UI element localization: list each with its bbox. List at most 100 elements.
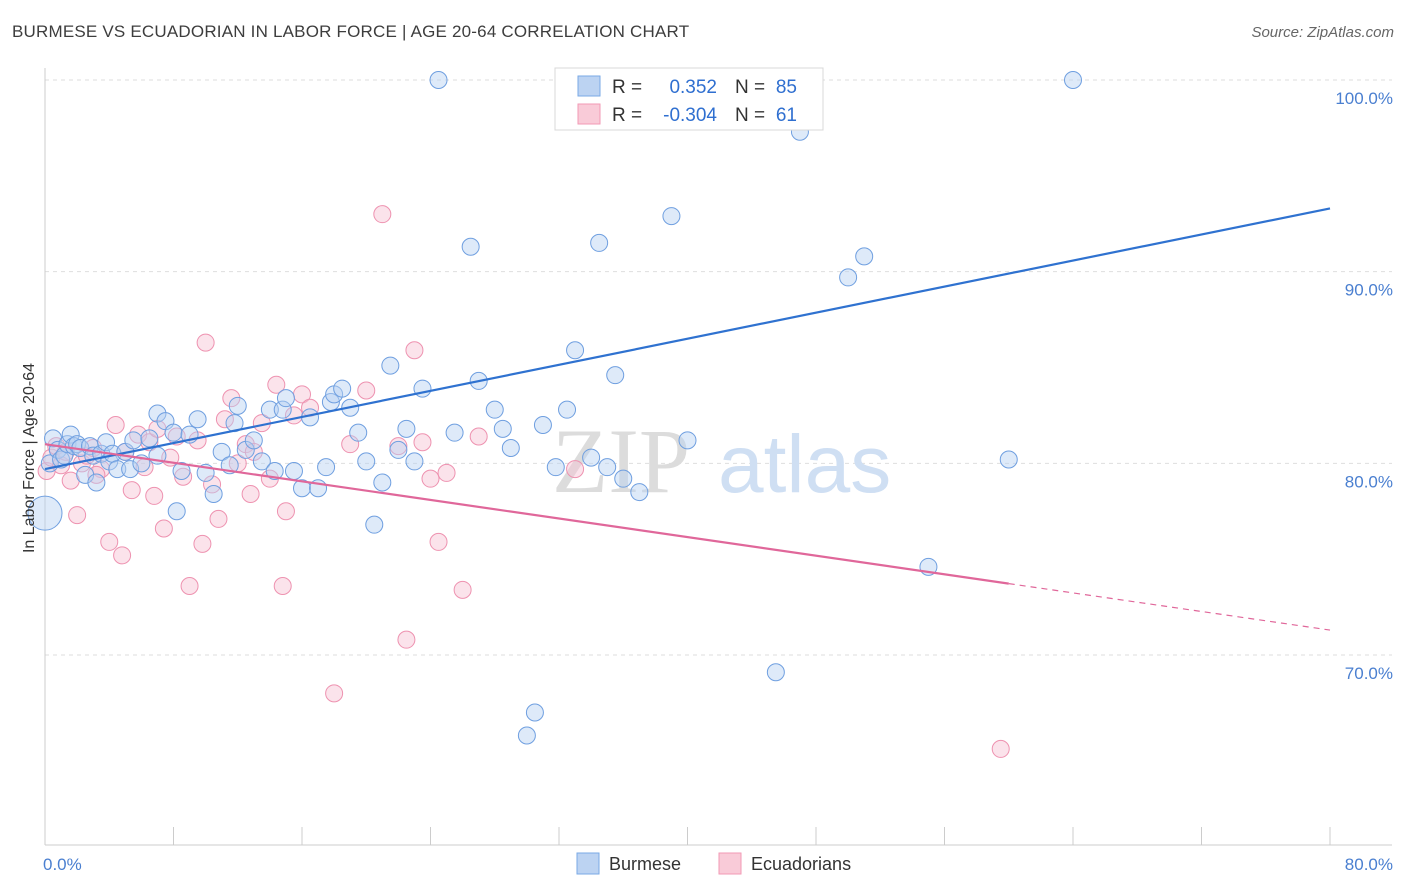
y-axis-label: In Labor Force | Age 20-64	[21, 363, 38, 553]
burmese-point	[204, 485, 223, 503]
burmese-point	[228, 396, 247, 415]
bottom-legend: Burmese Ecuadorians	[576, 852, 851, 875]
burmese-point	[461, 237, 480, 256]
burmese-point	[124, 431, 143, 450]
burmese-point	[276, 389, 295, 408]
legend-swatch-ecuadorians	[577, 103, 601, 125]
bottom-legend-swatch-ecuadorians	[718, 852, 742, 875]
burmese-point	[357, 452, 376, 471]
burmese-point	[121, 460, 140, 479]
ecuadorians-point	[325, 684, 344, 703]
ecuadorians-point	[145, 486, 164, 505]
y-tick-label: 100.0%	[1335, 89, 1393, 108]
ecuadorians-point	[222, 389, 241, 408]
ecuadorians-point	[209, 509, 228, 528]
burmese-point	[389, 440, 408, 459]
burmese-point	[533, 416, 552, 434]
ecuadorians-point	[991, 739, 1010, 758]
burmese-point	[999, 450, 1018, 469]
ecuadorians-trend-line	[44, 443, 1009, 585]
ecuadorians-point	[203, 475, 222, 494]
burmese-point	[140, 429, 159, 448]
burmese-point	[212, 442, 231, 461]
x-tick-labels: 0.0% 80.0%	[43, 855, 1393, 874]
burmese-point	[397, 419, 416, 438]
legend-r-label: R =	[612, 77, 642, 98]
y-tick-label: 90.0%	[1345, 281, 1393, 300]
ecuadorians-point	[267, 375, 286, 394]
ecuadorians-point	[180, 577, 199, 595]
ecuadorians-point	[193, 534, 212, 553]
ecuadorians-point	[453, 580, 472, 599]
ecuadorians-point	[113, 546, 132, 565]
ecuadorians-point	[241, 485, 260, 503]
ecuadorians-point	[122, 481, 141, 500]
ecuadorians-point	[357, 381, 376, 400]
legend-r-burmese: 0.352	[669, 77, 717, 98]
legend-r-label: R =	[612, 105, 642, 126]
ecuadorians-point	[215, 410, 234, 429]
legend-r-ecuadorians: -0.304	[663, 105, 717, 126]
watermark-atlas: atlas	[718, 419, 891, 510]
burmese-point	[546, 458, 565, 477]
ecuadorians-point	[405, 341, 424, 360]
ecuadorians-point	[397, 630, 416, 649]
burmese-point	[662, 207, 681, 226]
burmese-point	[349, 423, 368, 442]
burmese-point	[333, 379, 352, 398]
burmese-point	[598, 458, 617, 477]
burmese-point	[365, 515, 384, 534]
y-tick-labels: 70.0% 80.0% 90.0% 100.0%	[1335, 89, 1393, 683]
ecuadorians-point	[106, 416, 125, 434]
ecuadorians-point	[68, 506, 87, 525]
watermark: ZIP atlas	[552, 410, 891, 512]
burmese-point	[614, 469, 633, 488]
x-tick-label: 80.0%	[1345, 855, 1393, 874]
burmese-point	[188, 410, 207, 429]
source-label: Source: ZipAtlas.com	[1251, 24, 1394, 41]
burmese-point	[606, 366, 625, 385]
ecuadorians-point	[373, 205, 392, 224]
x-tick-label: 0.0%	[43, 855, 82, 874]
burmese-point	[1064, 71, 1082, 89]
ecuadorians-point	[437, 463, 456, 482]
burmese-point	[260, 400, 279, 419]
burmese-point	[429, 71, 448, 89]
burmese-point	[485, 400, 504, 419]
ecuadorians-point	[421, 469, 440, 488]
burmese-point	[108, 460, 127, 479]
ecuadorians-point	[429, 532, 448, 551]
legend-n-ecuadorians: 61	[776, 105, 797, 126]
burmese-point	[381, 356, 400, 375]
burmese-point	[590, 233, 609, 252]
bottom-legend-ecuadorians: Ecuadorians	[751, 854, 851, 874]
burmese-point	[172, 462, 191, 480]
legend-swatch-burmese	[577, 75, 601, 97]
legend-n-label: N =	[735, 105, 765, 126]
ecuadorians-trend-extension	[1008, 583, 1331, 631]
burmese-point	[244, 431, 263, 450]
burmese-point	[27, 495, 63, 531]
legend-n-burmese: 85	[776, 77, 797, 98]
burmese-point	[405, 452, 424, 471]
burmese-point	[630, 483, 649, 502]
burmese-point	[252, 452, 271, 471]
burmese-point	[445, 423, 464, 442]
burmese-point	[766, 663, 785, 682]
burmese-point	[839, 268, 858, 287]
ecuadorians-point	[196, 333, 215, 352]
legend-box: R = 0.352 N = 85 R = -0.304 N = 61	[554, 67, 824, 131]
ecuadorians-point	[469, 427, 488, 446]
burmese-points	[27, 71, 1082, 745]
y-tick-label: 80.0%	[1345, 472, 1393, 491]
burmese-point	[317, 458, 336, 477]
burmese-point	[97, 433, 116, 452]
burmese-point	[284, 462, 303, 480]
burmese-point	[164, 423, 183, 442]
burmese-point	[265, 462, 284, 480]
burmese-point	[87, 473, 106, 492]
burmese-point	[517, 726, 536, 745]
burmese-point	[558, 400, 577, 419]
burmese-trend-line	[44, 207, 1331, 471]
